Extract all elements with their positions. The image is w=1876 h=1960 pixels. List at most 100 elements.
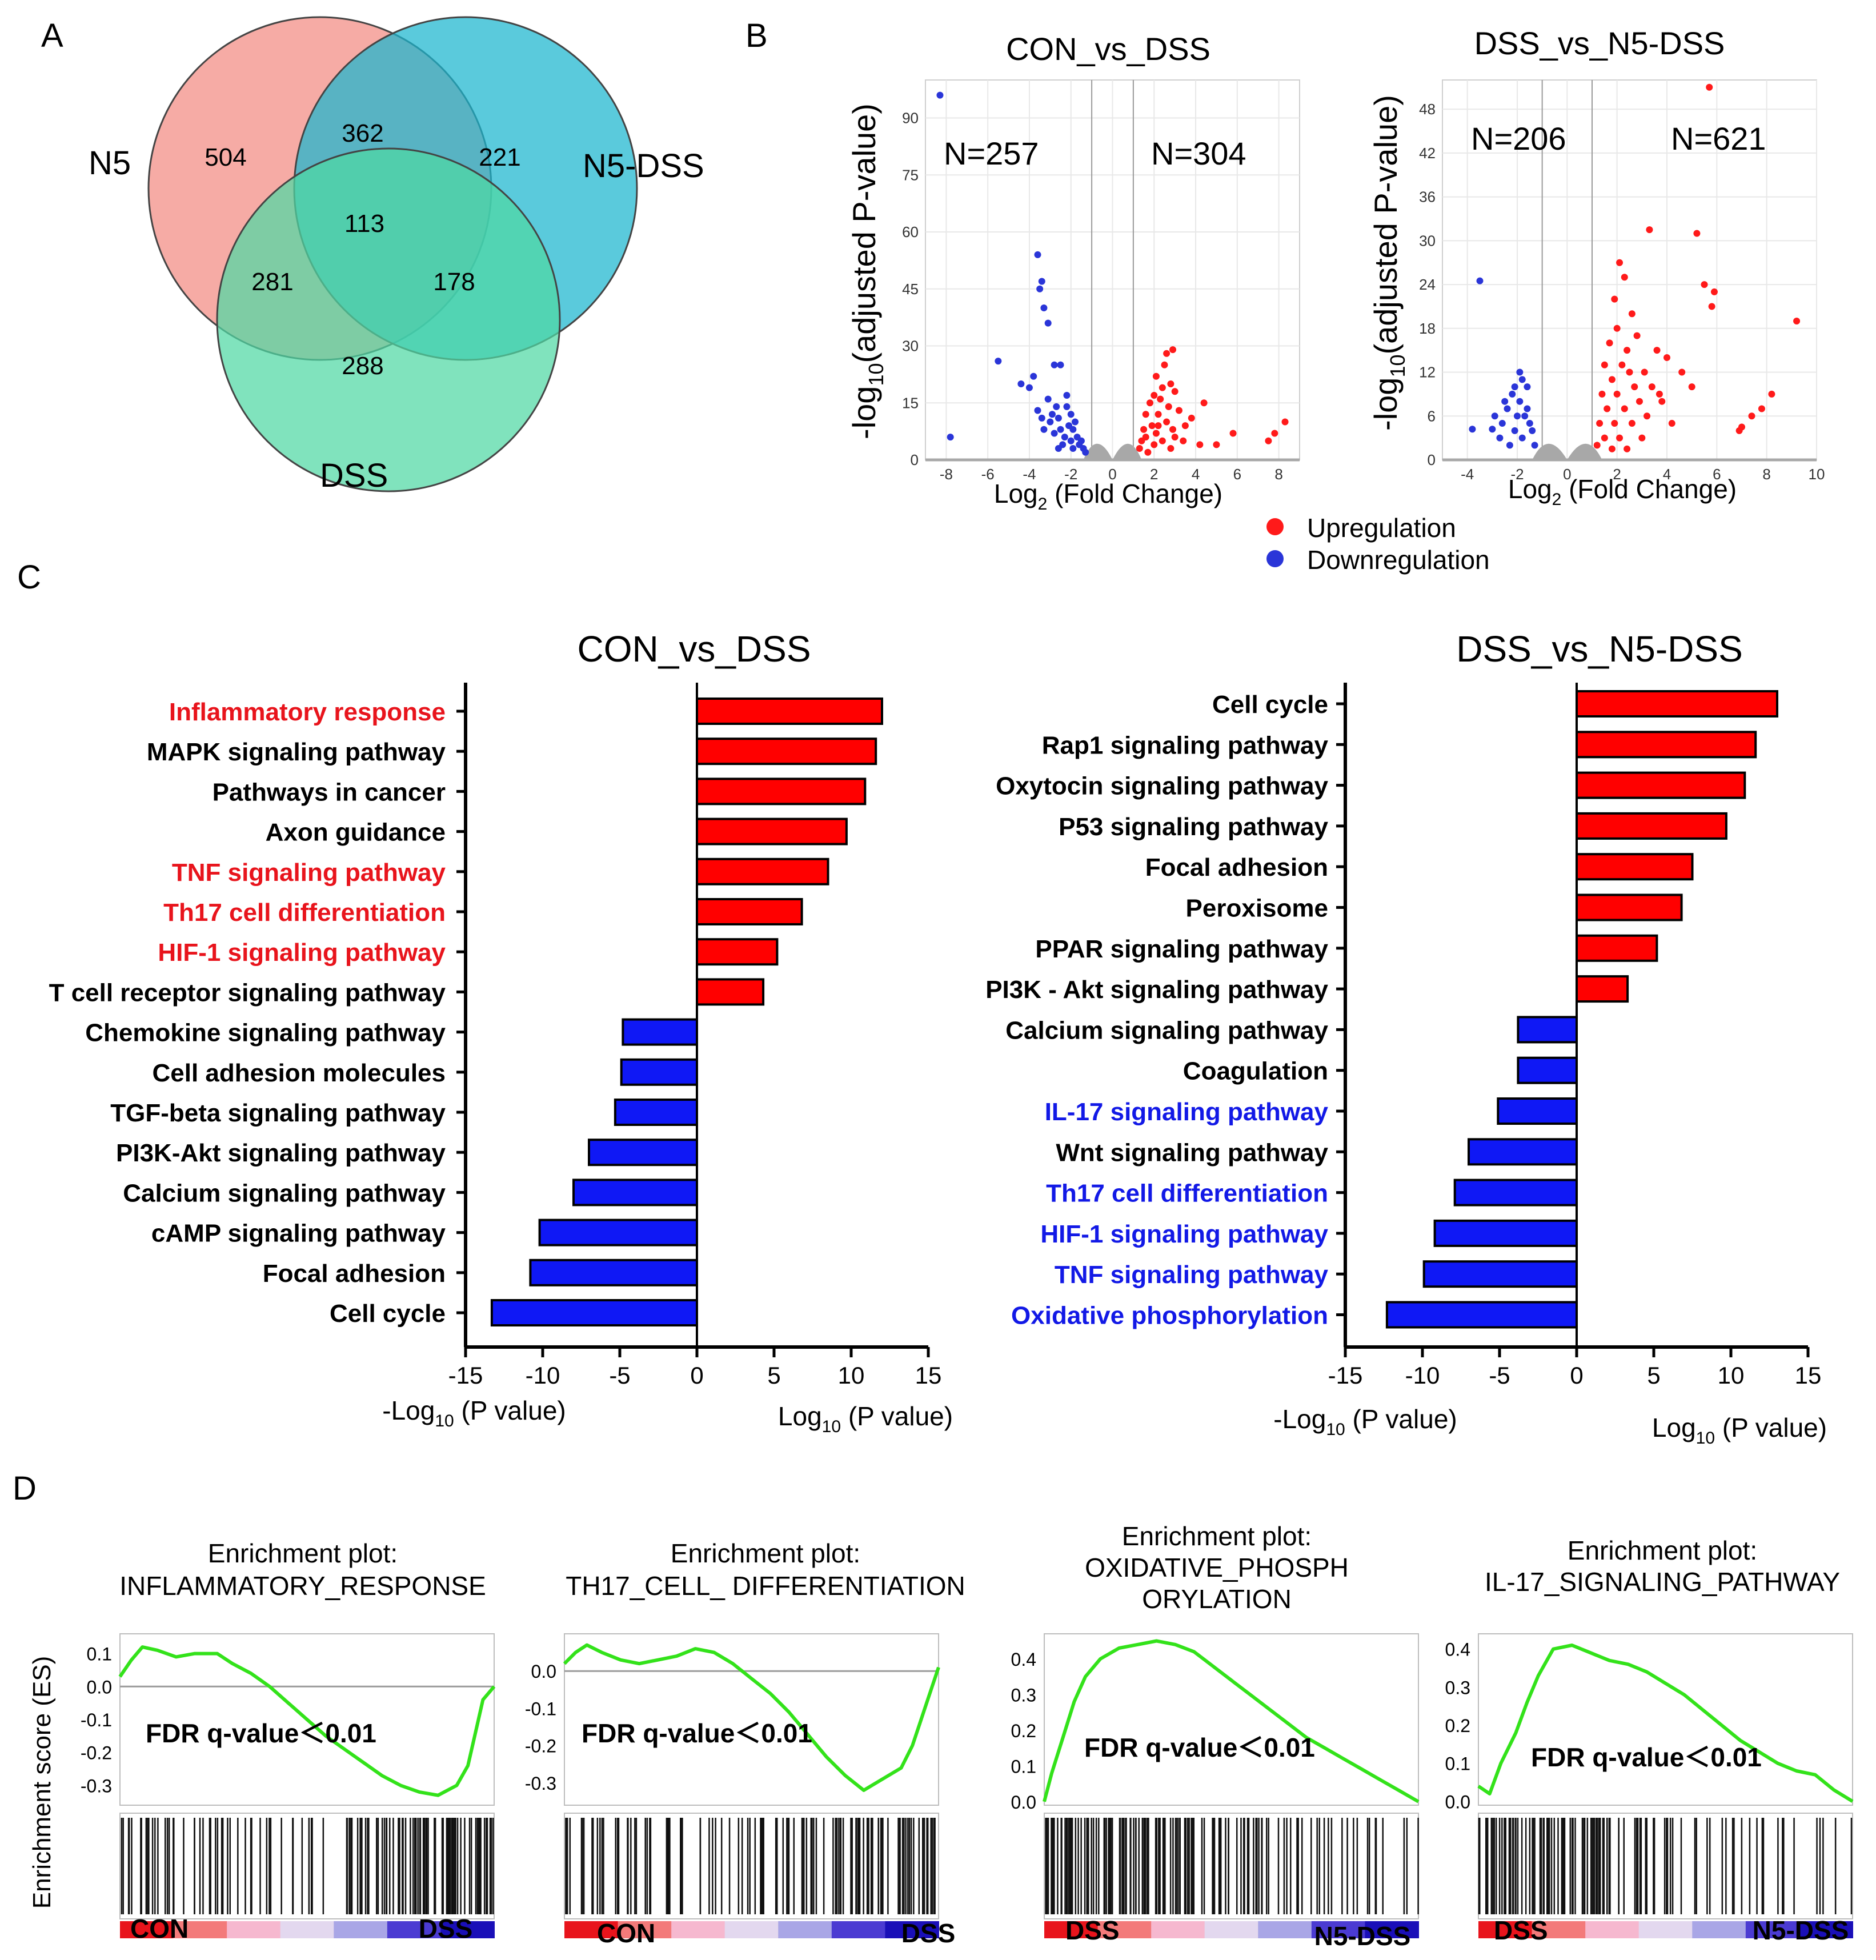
volcano-1-up-point [1152,430,1160,437]
gsea-2-title-line1: Enrichment plot: [671,1538,860,1568]
bar-chart-2-xtick-label: -10 [1405,1362,1440,1389]
volcano-1-down-point [1082,448,1089,456]
bar-chart-2-xtick-label: -5 [1489,1362,1510,1389]
volcano-2-down-point [1526,420,1533,427]
volcano-1-up-point [1180,437,1187,444]
bar-chart-1-category-label: T cell receptor signaling pathway [49,979,446,1007]
volcano-2-up-point [1638,434,1646,442]
gsea-3-rank-gradient-segment [1204,1921,1259,1938]
volcano-1-marks: -8 -6 -4 -2 0 2 4 6 8 0 15 30 45 60 75 90 [902,80,1300,483]
volcano-2-up-point [1678,368,1686,376]
bar-chart-2-category-label: P53 signaling pathway [1059,813,1328,841]
volcano-1-up-point [1165,403,1172,410]
bar-chart-2-category-label: HIF-1 signaling pathway [1040,1220,1328,1248]
bar-chart-1-category-label: TGF-beta signaling pathway [110,1099,446,1127]
volcano-1-up-point [1171,388,1178,395]
gsea-2-group-left: CON [597,1918,655,1948]
bar-chart-1-category-label: Focal adhesion [263,1260,446,1288]
volcano-1-title: CON_vs_DSS [1006,31,1210,67]
volcano-1-up-point [1155,422,1162,430]
gsea-3-title-line2: OXIDATIVE_PHOSPH [1085,1553,1349,1582]
bar-chart-2-xtick-label: -15 [1328,1362,1363,1389]
volcano-2-up-point [1663,354,1670,361]
volcano-2-up-point [1624,445,1631,452]
volcano-2-up-point [1688,383,1695,391]
volcano-2-up-point [1758,405,1765,412]
venn-count-n5-n5dss: 362 [342,119,383,147]
volcano-1-up-point [1171,434,1178,441]
gsea-1-rank-gradient-segment [440,1921,495,1938]
gsea-1-rank-gradient-segment [280,1921,335,1938]
bar-chart-2-bar [1497,1097,1578,1125]
legend-up-label: Upregulation [1307,513,1456,543]
volcano-1-up-point [1196,441,1204,448]
volcano-1-n-up: N=304 [1151,135,1246,171]
gsea-2-group-right: DSS [901,1918,956,1948]
volcano-1-up-point [1169,346,1177,354]
panel-b: B CON_vs_DSS -8 -6 -4 -2 0 2 4 6 8 0 15 30 45 60 75 90 … [745,17,1825,575]
bar-chart-1-category-label: TNF signaling pathway [172,859,446,887]
gsea-2-marks: -0.3 -0.2 -0.1 0.0 [525,1633,940,1938]
volcano-1-up-point [1265,437,1272,444]
gsea-4-rank-gradient-segment [1745,1921,1800,1938]
volcano-1-down-point [1038,278,1045,285]
volcano-2-up-point [1611,420,1618,427]
volcano-1-down-point [1047,418,1054,426]
bar-chart-2-category-label: Oxytocin signaling pathway [996,772,1328,800]
volcano-1-up-point [1167,445,1174,452]
volcano-1-xtick-label: -6 [981,466,995,483]
gsea-4-rank-gradient-segment [1532,1921,1586,1938]
gsea-3-hit-band [1044,1813,1419,1919]
volcano-2-up-point [1643,412,1651,420]
gsea-3-group-left: DSS [1065,1915,1120,1945]
bar-chart-2: DSS_vs_N5-DSS -15 -10 -5 0 5 10 15 Cell cycle Ra… [985,628,1827,1448]
volcano-2-xtick-label: -2 [1510,466,1524,483]
gsea-4-group-right: N5-DSS [1753,1915,1849,1945]
volcano-2-ytick-label: 0 [1428,451,1436,468]
bar-chart-2-bar [1576,893,1683,921]
bar-chart-2-category-label: Wnt signaling pathway [1056,1139,1328,1167]
bar-chart-1-bar [572,1179,698,1207]
volcano-1-down-point [1040,304,1048,311]
volcano-2-n-down: N=206 [1471,121,1566,157]
bar-chart-2-bar [1576,731,1757,759]
gsea-4-group-left: DSS [1494,1915,1548,1945]
bar-chart-2-title: DSS_vs_N5-DSS [1456,628,1743,670]
gsea-4-fdr: FDR q-value＜0.01 [1531,1742,1762,1772]
gsea-2-hit-band [564,1813,939,1919]
volcano-2-down-point [1506,442,1513,449]
volcano-2-up-point [1631,383,1638,391]
volcano-2-up-point [1621,405,1628,412]
volcano-1-up-point [1151,391,1158,399]
venn-count-all: 113 [344,210,384,238]
volcano-2-up-point [1604,405,1611,412]
gsea-plot-4: Enrichment plot: IL-17_SIGNALING_PATHWAY… [1445,1536,1854,1945]
volcano-2-ylabel: -log10(adjusted P-value) [1368,95,1409,431]
bar-chart-1-bar [696,698,883,725]
bar-chart-1-xtick-label: 0 [690,1362,703,1389]
volcano-1-down-point [936,91,944,99]
gsea-1-title-line1: Enrichment plot: [208,1538,398,1568]
volcano-2-up-point [1658,398,1666,405]
venn-count-n5-only: 504 [205,143,246,171]
venn-count-n5-dss: 281 [251,268,293,296]
gsea-plot-1: Enrichment plot: INFLAMMATORY_RESPONSE E… [28,1538,496,1943]
gsea-2-ytick-label: -0.2 [525,1736,556,1757]
panel-letter-c: C [17,559,41,596]
bar-chart-1-xtick-label: 5 [767,1362,780,1389]
bar-chart-1-category-label: Inflammatory response [169,698,446,726]
gsea-2-rank-gradient-segment [618,1921,672,1938]
gsea-1-ytick-label: 0.1 [87,1644,112,1665]
volcano-2-frame [1442,79,1817,460]
volcano-1-down-point [1063,403,1071,410]
bar-chart-1-xtick-label: 10 [838,1362,865,1389]
volcano-1-up-point [1200,399,1208,407]
volcano-2-up-point [1618,361,1626,368]
bar-chart-2-category-label: Th17 cell differentiation [1046,1180,1328,1208]
volcano-2-down-point [1524,383,1531,391]
gsea-3-ytick-label: 0.2 [1011,1721,1036,1741]
gsea-2-es-curve [563,1643,940,1792]
volcano-2-up-point [1710,288,1718,295]
volcano-1-down-point [1072,418,1079,426]
